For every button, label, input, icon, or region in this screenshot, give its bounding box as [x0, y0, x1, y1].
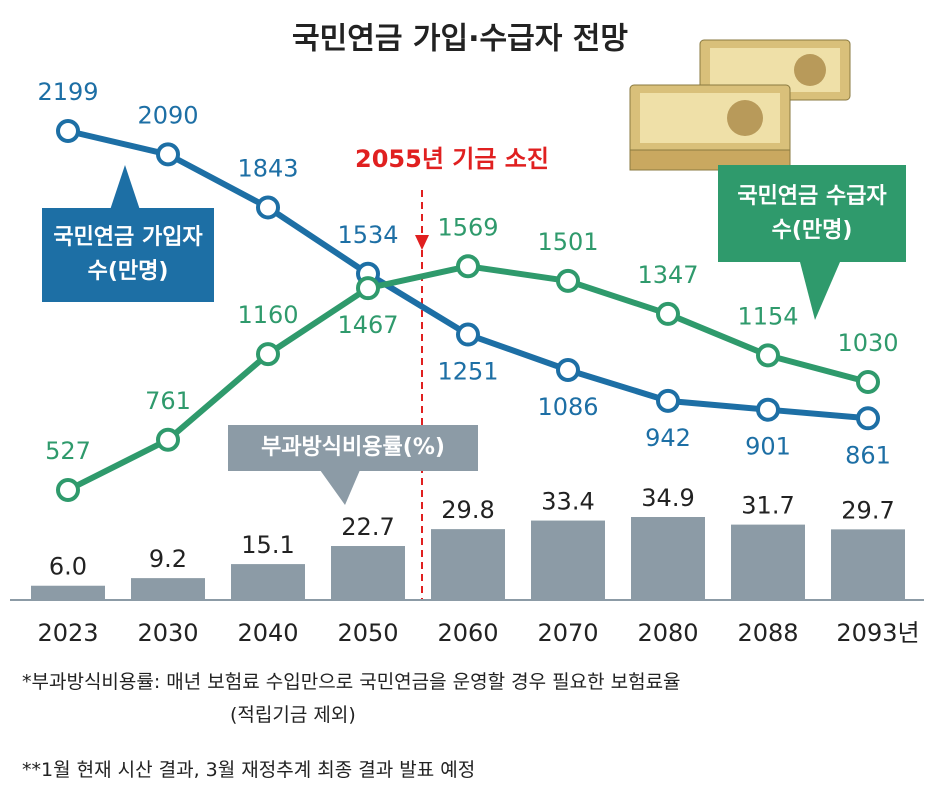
point [456, 322, 480, 347]
point-label: 1030 [837, 329, 898, 357]
footnote: **1월 현재 시산 결과, 3월 재정추계 최종 결과 발표 예정 [22, 759, 476, 781]
bar [231, 564, 305, 600]
x-tick-label: 2060 [437, 619, 498, 647]
money-icon [629, 39, 851, 171]
bar-label: 29.7 [841, 496, 894, 524]
legend-blue: 국민연금 가입자 수(만명) [42, 208, 214, 302]
point-label: 1251 [437, 358, 498, 386]
legend-tail [110, 165, 140, 210]
point-label: 1154 [737, 302, 798, 330]
bar-label: 22.7 [341, 513, 394, 541]
point-label: 527 [45, 437, 91, 465]
point [756, 343, 780, 368]
bar [531, 520, 605, 600]
bar [31, 585, 105, 600]
point-label: 1569 [437, 213, 498, 241]
point-label: 942 [645, 424, 691, 452]
point [656, 388, 680, 413]
legend-bar: 부과방식비용률(%) [228, 425, 478, 471]
bar-label: 33.4 [541, 488, 594, 516]
bar [831, 529, 905, 600]
point-label: 761 [145, 387, 191, 415]
x-tick-label: 2080 [637, 619, 698, 647]
point [156, 427, 180, 452]
annotation: 2055년 기금 소진 [355, 145, 549, 173]
bar-label: 31.7 [741, 492, 794, 520]
point-label: 1347 [637, 261, 698, 289]
point [556, 268, 580, 293]
bar [631, 517, 705, 600]
point [256, 342, 280, 367]
bar-label: 6.0 [49, 553, 87, 581]
point-label: 1534 [337, 221, 398, 249]
legend-tail [800, 262, 840, 320]
point [256, 195, 280, 220]
point-label: 1843 [237, 154, 298, 182]
x-tick-label: 2093년 [836, 619, 919, 647]
bar [431, 529, 505, 600]
legend-green: 국민연금 수급자 수(만명) [718, 165, 906, 262]
x-tick-label: 2088 [737, 619, 798, 647]
point-label: 901 [745, 433, 791, 461]
point [356, 276, 380, 301]
x-tick-label: 2070 [537, 619, 598, 647]
bar-label: 29.8 [441, 496, 494, 524]
point-label: 1501 [537, 228, 598, 256]
point [856, 406, 880, 431]
x-tick-label: 2023 [37, 619, 98, 647]
point-label: 2199 [37, 78, 98, 106]
point-label: 861 [845, 441, 891, 469]
point-label: 1467 [337, 311, 398, 339]
point [756, 397, 780, 422]
point-label: 1086 [537, 393, 598, 421]
point-label: 2090 [137, 101, 198, 129]
bar-label: 15.1 [241, 531, 294, 559]
point [56, 478, 80, 502]
bar-label: 34.9 [641, 484, 694, 512]
x-tick-label: 2050 [337, 619, 398, 647]
point [56, 119, 80, 143]
bar-label: 9.2 [149, 545, 187, 573]
footnote: (적립기금 제외) [230, 704, 356, 726]
legend-tail [320, 470, 360, 505]
point-label: 1160 [237, 301, 298, 329]
footnote: *부과방식비용률: 매년 보험료 수입만으로 국민연금을 운영할 경우 필요한 … [22, 671, 681, 693]
bar [331, 546, 405, 600]
bar [731, 524, 805, 600]
bar [131, 578, 205, 600]
point [156, 142, 180, 167]
point [456, 254, 480, 279]
point [556, 357, 580, 382]
point [856, 369, 880, 394]
x-tick-label: 2040 [237, 619, 298, 647]
point [656, 301, 680, 326]
depletion-arrow [415, 235, 429, 250]
chart-title: 국민연금 가입·수급자 전망 [292, 22, 628, 57]
x-tick-label: 2030 [137, 619, 198, 647]
